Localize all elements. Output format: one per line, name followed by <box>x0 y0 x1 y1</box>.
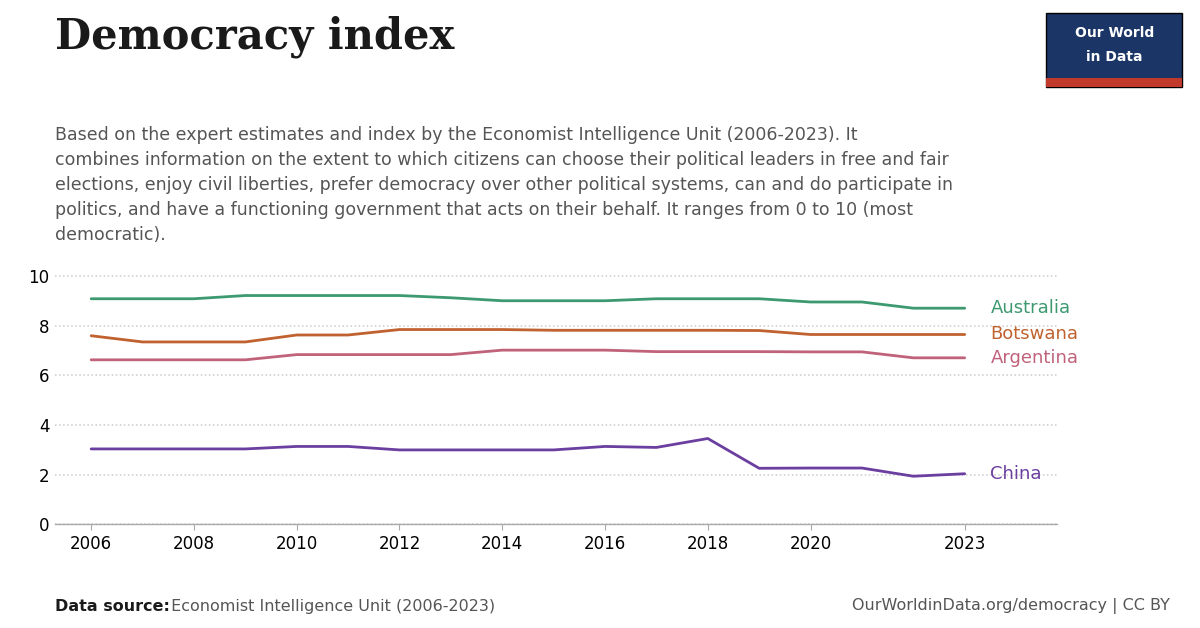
Text: in Data: in Data <box>1086 50 1142 64</box>
FancyBboxPatch shape <box>1046 13 1182 87</box>
Text: Data source:: Data source: <box>55 599 170 614</box>
Text: Economist Intelligence Unit (2006-2023): Economist Intelligence Unit (2006-2023) <box>166 599 494 614</box>
Text: Our World: Our World <box>1074 26 1154 40</box>
Text: OurWorldinData.org/democracy | CC BY: OurWorldinData.org/democracy | CC BY <box>852 598 1170 614</box>
Text: Democracy index: Democracy index <box>55 16 455 58</box>
Bar <box>1046 78 1182 87</box>
Text: Australia: Australia <box>990 299 1070 317</box>
Text: Botswana: Botswana <box>990 325 1079 344</box>
Text: China: China <box>990 465 1042 483</box>
Text: Based on the expert estimates and index by the Economist Intelligence Unit (2006: Based on the expert estimates and index … <box>55 126 953 244</box>
Text: Argentina: Argentina <box>990 349 1079 367</box>
